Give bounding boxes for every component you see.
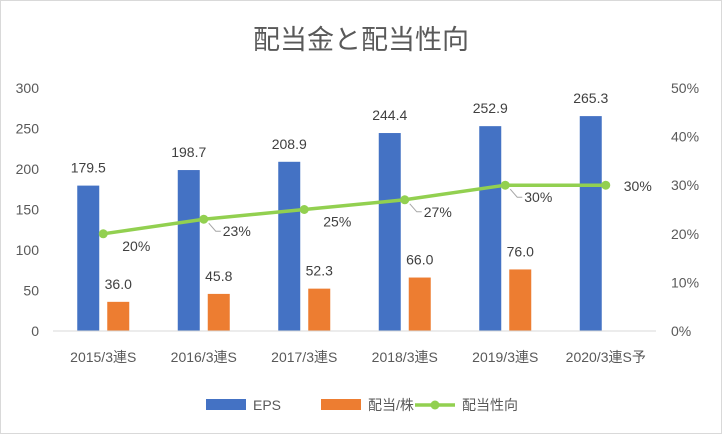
dividend-data-label: 52.3: [306, 263, 333, 279]
x-tick-label: 2017/3連S: [271, 349, 337, 365]
dividend-data-label: 36.0: [105, 276, 132, 292]
dividend-bar: [107, 301, 130, 331]
legend-label-dividend: 配当/株: [368, 397, 414, 413]
y-right-tick-label: 40%: [671, 129, 699, 145]
y-left-tick-label: 150: [16, 202, 40, 218]
y-right-tick-label: 50%: [671, 80, 699, 96]
eps-bar: [278, 161, 301, 331]
x-tick-label: 2015/3連S: [70, 349, 136, 365]
payout-ratio-data-label: 23%: [223, 223, 251, 239]
legend-swatch-ratio-point: [430, 400, 440, 410]
legend: EPS 配当/株 配当性向: [206, 397, 518, 413]
eps-bar: [479, 126, 502, 331]
leader-line: [409, 203, 422, 213]
eps-data-label: 252.9: [473, 100, 508, 116]
x-tick-label: 2018/3連S: [372, 349, 438, 365]
payout-ratio-data-label: 30%: [624, 178, 652, 194]
eps-data-label: 244.4: [372, 107, 407, 123]
payout-ratio-data-label: 20%: [122, 238, 150, 254]
eps-bar: [579, 116, 602, 332]
legend-label-ratio: 配当性向: [462, 397, 518, 413]
y-right-tick-label: 30%: [671, 177, 699, 193]
payout-ratio-point: [199, 214, 209, 224]
legend-label-eps: EPS: [253, 397, 281, 413]
y-left-tick-label: 200: [16, 161, 40, 177]
eps-data-label: 265.3: [573, 90, 608, 106]
payout-ratio-data-label: 30%: [524, 189, 552, 205]
legend-swatch-eps: [206, 399, 246, 410]
payout-ratio-point: [601, 180, 611, 190]
dividend-bar: [509, 269, 532, 331]
payout-ratio-data-label: 27%: [424, 204, 452, 220]
eps-data-label: 208.9: [272, 136, 307, 152]
payout-ratio-point: [98, 229, 108, 239]
eps-bar: [177, 170, 200, 331]
x-tick-label: 2019/3連S: [472, 349, 538, 365]
payout-ratio-point: [400, 195, 410, 205]
eps-data-label: 179.5: [71, 160, 106, 176]
payout-ratio-point: [299, 205, 309, 214]
y-left-tick-label: 100: [16, 242, 40, 258]
payout-ratio-data-label: 25%: [323, 214, 351, 230]
y-right-tick-label: 0%: [671, 323, 691, 339]
y-left-tick-label: 300: [16, 80, 40, 96]
dividend-data-label: 66.0: [406, 252, 433, 268]
dividend-data-label: 76.0: [507, 243, 534, 259]
leader-line: [509, 188, 523, 198]
x-tick-label: 2016/3連S: [171, 349, 237, 365]
eps-bar: [77, 185, 100, 331]
dividend-bar: [408, 277, 431, 331]
eps-data-label: 198.7: [171, 144, 206, 160]
y-left-tick-label: 50: [23, 283, 39, 299]
y-left-tick-label: 0: [31, 323, 39, 339]
eps-bar: [378, 133, 401, 331]
dividend-bar: [207, 293, 230, 331]
plot-area: 0 50 100 150 200 250 300 0% 10% 20% 30% 40% 50% 179.5…: [16, 80, 699, 365]
dividend-data-label: 45.8: [205, 268, 232, 284]
legend-swatch-dividend: [321, 399, 361, 410]
chart-title: 配当金と配当性向: [253, 25, 469, 55]
payout-ratio-line: [102, 183, 606, 236]
y-right-tick-label: 10%: [671, 274, 699, 290]
y-right-tick-label: 20%: [671, 226, 699, 242]
x-tick-label: 2020/3連S予: [566, 349, 646, 365]
y-left-tick-label: 250: [16, 121, 40, 137]
dividend-bar: [308, 288, 331, 331]
leader-line: [208, 222, 221, 232]
payout-ratio-point: [500, 180, 510, 190]
